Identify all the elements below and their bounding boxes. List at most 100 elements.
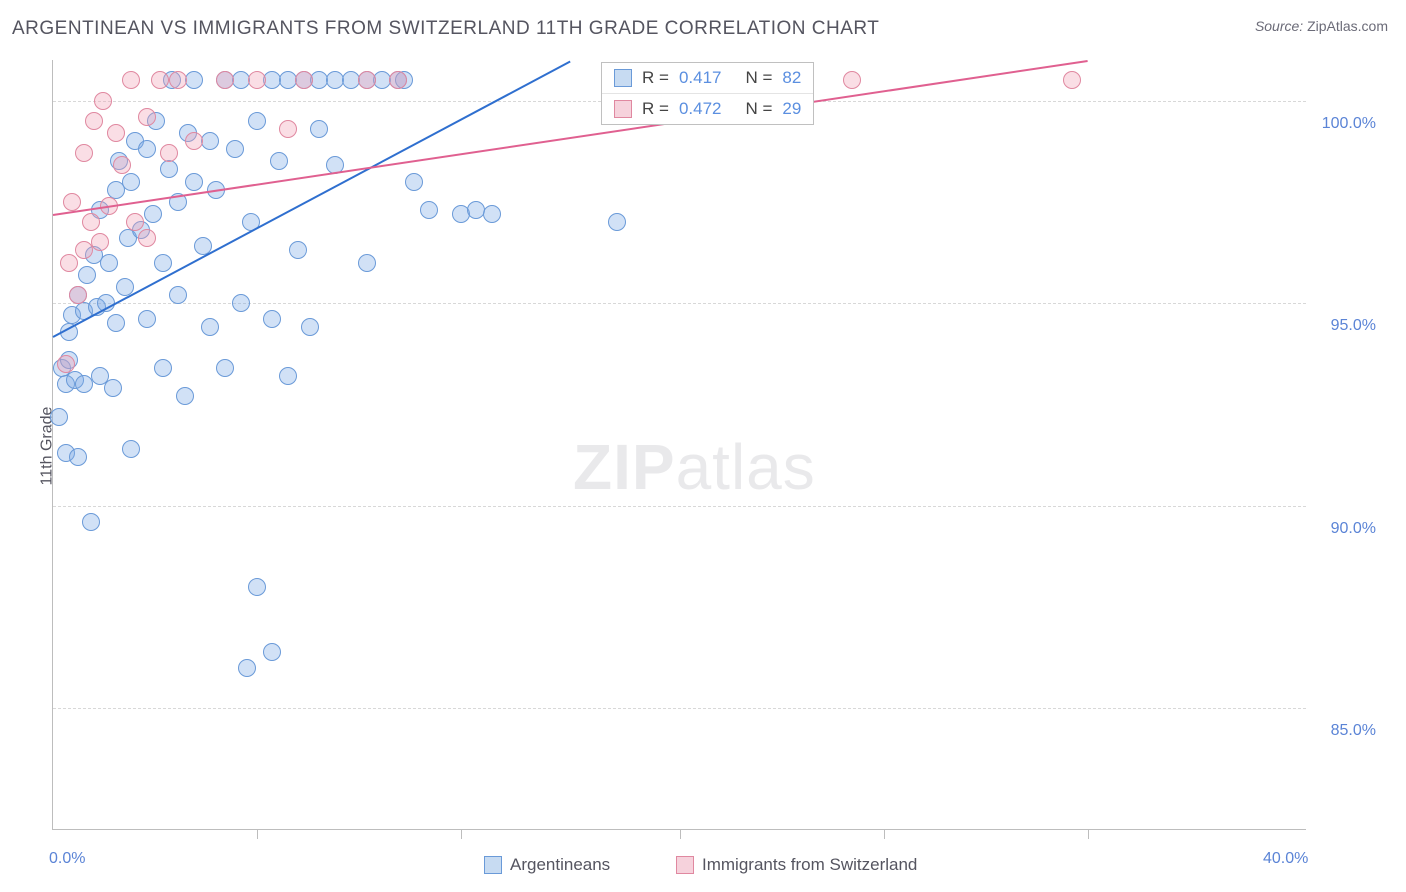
scatter-point [138, 140, 156, 158]
x-tick [461, 829, 462, 839]
scatter-point [185, 132, 203, 150]
scatter-point [483, 205, 501, 223]
scatter-point [405, 173, 423, 191]
scatter-point [263, 643, 281, 661]
scatter-point [154, 254, 172, 272]
stats-row: R = 0.417N = 82 [602, 63, 813, 94]
scatter-point [82, 513, 100, 531]
scatter-point [358, 71, 376, 89]
scatter-point [138, 229, 156, 247]
x-tick [1088, 829, 1089, 839]
scatter-point [608, 213, 626, 231]
scatter-point [82, 213, 100, 231]
series-swatch [676, 856, 694, 874]
scatter-point [122, 71, 140, 89]
stat-r-value: 0.472 [679, 99, 722, 119]
x-tick [884, 829, 885, 839]
stat-r-label: R = [642, 68, 669, 88]
source-value: ZipAtlas.com [1307, 18, 1388, 34]
scatter-point [248, 578, 266, 596]
scatter-point [1063, 71, 1081, 89]
stat-n-label: N = [745, 99, 772, 119]
scatter-point [50, 408, 68, 426]
scatter-point [107, 314, 125, 332]
stat-n-value: 29 [782, 99, 801, 119]
scatter-point [113, 156, 131, 174]
watermark: ZIPatlas [573, 430, 816, 504]
stat-r-value: 0.417 [679, 68, 722, 88]
scatter-point [100, 254, 118, 272]
gridline [53, 506, 1306, 507]
scatter-point [201, 132, 219, 150]
x-tick [257, 829, 258, 839]
scatter-point [126, 213, 144, 231]
scatter-point [91, 233, 109, 251]
legend-item: Immigrants from Switzerland [676, 855, 917, 875]
x-tick [680, 829, 681, 839]
scatter-point [138, 310, 156, 328]
scatter-point [185, 173, 203, 191]
watermark-bold: ZIP [573, 431, 676, 503]
scatter-point [263, 310, 281, 328]
plot-area: ZIPatlas 85.0%90.0%95.0%100.0%0.0%40.0%R… [52, 60, 1306, 830]
scatter-point [310, 120, 328, 138]
scatter-point [226, 140, 244, 158]
scatter-point [248, 112, 266, 130]
scatter-point [289, 241, 307, 259]
chart-title: ARGENTINEAN VS IMMIGRANTS FROM SWITZERLA… [12, 18, 879, 40]
x-tick-label: 0.0% [49, 850, 85, 868]
scatter-point [201, 318, 219, 336]
scatter-point [138, 108, 156, 126]
scatter-point [122, 173, 140, 191]
scatter-point [69, 448, 87, 466]
y-tick-label: 85.0% [1331, 722, 1376, 740]
legend-item: Argentineans [484, 855, 610, 875]
stat-n-label: N = [745, 68, 772, 88]
scatter-point [176, 387, 194, 405]
scatter-point [295, 71, 313, 89]
correlation-stats-box: R = 0.417N = 82R = 0.472N = 29 [601, 62, 814, 125]
scatter-point [169, 286, 187, 304]
scatter-point [160, 160, 178, 178]
source-label: Source: [1255, 18, 1303, 34]
stats-row: R = 0.472 N = 29 [602, 94, 813, 124]
scatter-point [151, 71, 169, 89]
scatter-point [63, 193, 81, 211]
x-tick-label: 40.0% [1263, 850, 1308, 868]
scatter-point [57, 355, 75, 373]
scatter-point [69, 286, 87, 304]
scatter-point [216, 71, 234, 89]
scatter-point [144, 205, 162, 223]
scatter-point [60, 254, 78, 272]
scatter-point [107, 124, 125, 142]
trend-line [53, 60, 571, 337]
stat-r-label: R = [642, 99, 669, 119]
y-tick-label: 95.0% [1331, 317, 1376, 335]
scatter-point [122, 440, 140, 458]
scatter-point [160, 144, 178, 162]
scatter-point [238, 659, 256, 677]
scatter-point [169, 71, 187, 89]
scatter-point [232, 294, 250, 312]
scatter-point [843, 71, 861, 89]
scatter-point [301, 318, 319, 336]
scatter-point [279, 120, 297, 138]
y-tick-label: 100.0% [1322, 115, 1376, 133]
gridline [53, 708, 1306, 709]
scatter-point [75, 144, 93, 162]
source-attribution: Source: ZipAtlas.com [1255, 18, 1388, 34]
scatter-point [389, 71, 407, 89]
y-tick-label: 90.0% [1331, 520, 1376, 538]
legend-label: Immigrants from Switzerland [702, 855, 917, 875]
series-swatch [614, 100, 632, 118]
scatter-point [94, 92, 112, 110]
scatter-point [85, 112, 103, 130]
scatter-point [216, 359, 234, 377]
series-swatch [614, 69, 632, 87]
scatter-point [185, 71, 203, 89]
scatter-point [279, 367, 297, 385]
series-swatch [484, 856, 502, 874]
scatter-point [420, 201, 438, 219]
scatter-point [104, 379, 122, 397]
scatter-point [154, 359, 172, 377]
